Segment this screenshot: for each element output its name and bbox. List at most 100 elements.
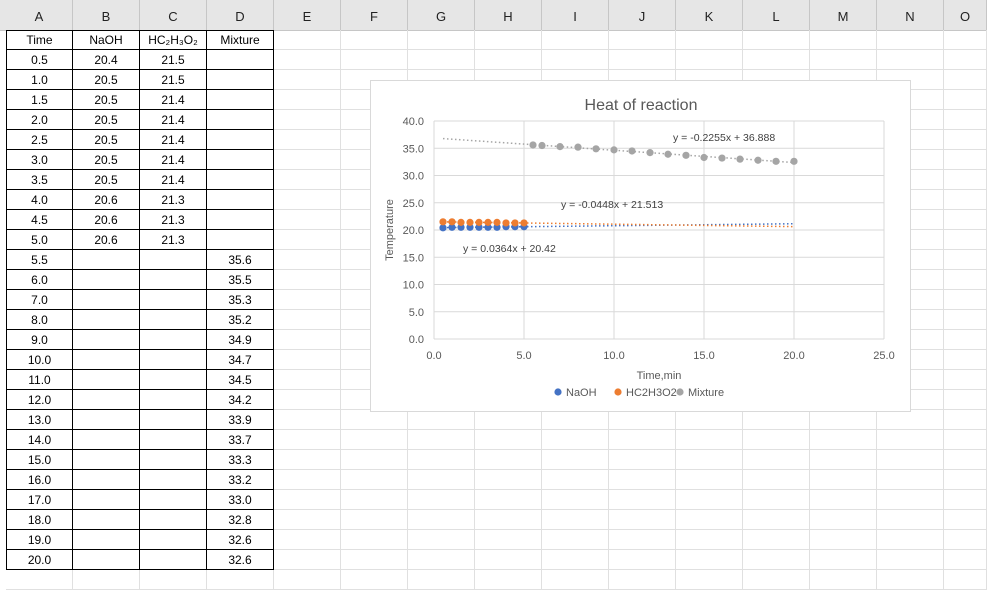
table-cell[interactable]: 6.0 xyxy=(6,270,73,290)
empty-cell[interactable] xyxy=(743,570,810,590)
empty-cell[interactable] xyxy=(408,50,475,70)
column-header-b[interactable]: B xyxy=(73,0,140,30)
empty-cell[interactable] xyxy=(810,50,877,70)
table-cell[interactable] xyxy=(140,490,207,510)
table-cell[interactable]: 0.5 xyxy=(6,50,73,70)
table-cell[interactable]: 4.5 xyxy=(6,210,73,230)
empty-cell[interactable] xyxy=(944,110,987,130)
empty-cell[interactable] xyxy=(743,530,810,550)
empty-cell[interactable] xyxy=(408,450,475,470)
empty-cell[interactable] xyxy=(676,30,743,50)
column-header-g[interactable]: G xyxy=(408,0,475,30)
empty-cell[interactable] xyxy=(542,530,609,550)
empty-cell[interactable] xyxy=(274,50,341,70)
table-cell[interactable] xyxy=(207,170,274,190)
empty-cell[interactable] xyxy=(274,310,341,330)
table-cell[interactable]: 20.6 xyxy=(73,210,140,230)
table-cell[interactable]: 32.6 xyxy=(207,530,274,550)
empty-cell[interactable] xyxy=(609,490,676,510)
empty-cell[interactable] xyxy=(341,450,408,470)
table-cell[interactable]: 14.0 xyxy=(6,430,73,450)
empty-cell[interactable] xyxy=(274,430,341,450)
empty-cell[interactable] xyxy=(810,450,877,470)
empty-cell[interactable] xyxy=(609,430,676,450)
table-cell[interactable] xyxy=(207,150,274,170)
table-cell[interactable]: 20.6 xyxy=(73,190,140,210)
empty-cell[interactable] xyxy=(676,410,743,430)
empty-cell[interactable] xyxy=(542,410,609,430)
empty-cell[interactable] xyxy=(274,110,341,130)
empty-cell[interactable] xyxy=(341,50,408,70)
table-cell[interactable]: 11.0 xyxy=(6,370,73,390)
table-cell[interactable]: 2.5 xyxy=(6,130,73,150)
empty-cell[interactable] xyxy=(609,530,676,550)
empty-cell[interactable] xyxy=(877,430,944,450)
table-cell[interactable]: 20.0 xyxy=(6,550,73,570)
empty-cell[interactable] xyxy=(944,530,987,550)
table-cell[interactable] xyxy=(73,450,140,470)
empty-cell[interactable] xyxy=(944,230,987,250)
empty-cell[interactable] xyxy=(207,570,274,590)
empty-cell[interactable] xyxy=(944,350,987,370)
empty-cell[interactable] xyxy=(475,510,542,530)
table-cell[interactable]: 20.5 xyxy=(73,70,140,90)
empty-cell[interactable] xyxy=(274,30,341,50)
empty-cell[interactable] xyxy=(274,410,341,430)
empty-cell[interactable] xyxy=(475,430,542,450)
empty-cell[interactable] xyxy=(609,570,676,590)
table-cell[interactable]: 35.6 xyxy=(207,250,274,270)
table-cell[interactable]: 34.2 xyxy=(207,390,274,410)
empty-cell[interactable] xyxy=(944,370,987,390)
table-cell[interactable] xyxy=(207,190,274,210)
column-header-h[interactable]: H xyxy=(475,0,542,30)
table-cell[interactable]: 21.4 xyxy=(140,90,207,110)
table-cell[interactable] xyxy=(73,250,140,270)
empty-cell[interactable] xyxy=(944,430,987,450)
table-cell[interactable]: 20.5 xyxy=(73,110,140,130)
empty-cell[interactable] xyxy=(810,30,877,50)
table-cell[interactable] xyxy=(73,350,140,370)
table-cell[interactable] xyxy=(73,290,140,310)
table-cell[interactable]: 20.5 xyxy=(73,170,140,190)
empty-cell[interactable] xyxy=(408,490,475,510)
table-cell[interactable] xyxy=(207,50,274,70)
table-cell[interactable] xyxy=(73,270,140,290)
empty-cell[interactable] xyxy=(542,50,609,70)
column-header-i[interactable]: I xyxy=(542,0,609,30)
empty-cell[interactable] xyxy=(944,270,987,290)
table-cell[interactable]: 20.4 xyxy=(73,50,140,70)
table-cell[interactable]: 3.0 xyxy=(6,150,73,170)
table-cell[interactable]: 5.5 xyxy=(6,250,73,270)
empty-cell[interactable] xyxy=(542,450,609,470)
empty-cell[interactable] xyxy=(743,550,810,570)
table-header-cell[interactable]: Time xyxy=(6,30,73,50)
empty-cell[interactable] xyxy=(475,50,542,70)
table-cell[interactable] xyxy=(207,210,274,230)
empty-cell[interactable] xyxy=(542,30,609,50)
table-cell[interactable]: 15.0 xyxy=(6,450,73,470)
empty-cell[interactable] xyxy=(542,550,609,570)
empty-cell[interactable] xyxy=(944,310,987,330)
empty-cell[interactable] xyxy=(408,410,475,430)
empty-cell[interactable] xyxy=(877,510,944,530)
table-cell[interactable]: 34.7 xyxy=(207,350,274,370)
empty-cell[interactable] xyxy=(274,530,341,550)
table-cell[interactable]: 21.4 xyxy=(140,130,207,150)
table-cell[interactable] xyxy=(140,410,207,430)
empty-cell[interactable] xyxy=(944,190,987,210)
table-cell[interactable]: 34.9 xyxy=(207,330,274,350)
table-cell[interactable]: 2.0 xyxy=(6,110,73,130)
table-cell[interactable] xyxy=(140,370,207,390)
empty-cell[interactable] xyxy=(810,410,877,430)
table-cell[interactable] xyxy=(140,450,207,470)
empty-cell[interactable] xyxy=(944,50,987,70)
column-header-n[interactable]: N xyxy=(877,0,944,30)
empty-cell[interactable] xyxy=(743,410,810,430)
empty-cell[interactable] xyxy=(341,30,408,50)
table-cell[interactable]: 35.3 xyxy=(207,290,274,310)
table-cell[interactable]: 21.3 xyxy=(140,190,207,210)
table-header-cell[interactable]: NaOH xyxy=(73,30,140,50)
empty-cell[interactable] xyxy=(542,470,609,490)
empty-cell[interactable] xyxy=(475,530,542,550)
empty-cell[interactable] xyxy=(542,570,609,590)
